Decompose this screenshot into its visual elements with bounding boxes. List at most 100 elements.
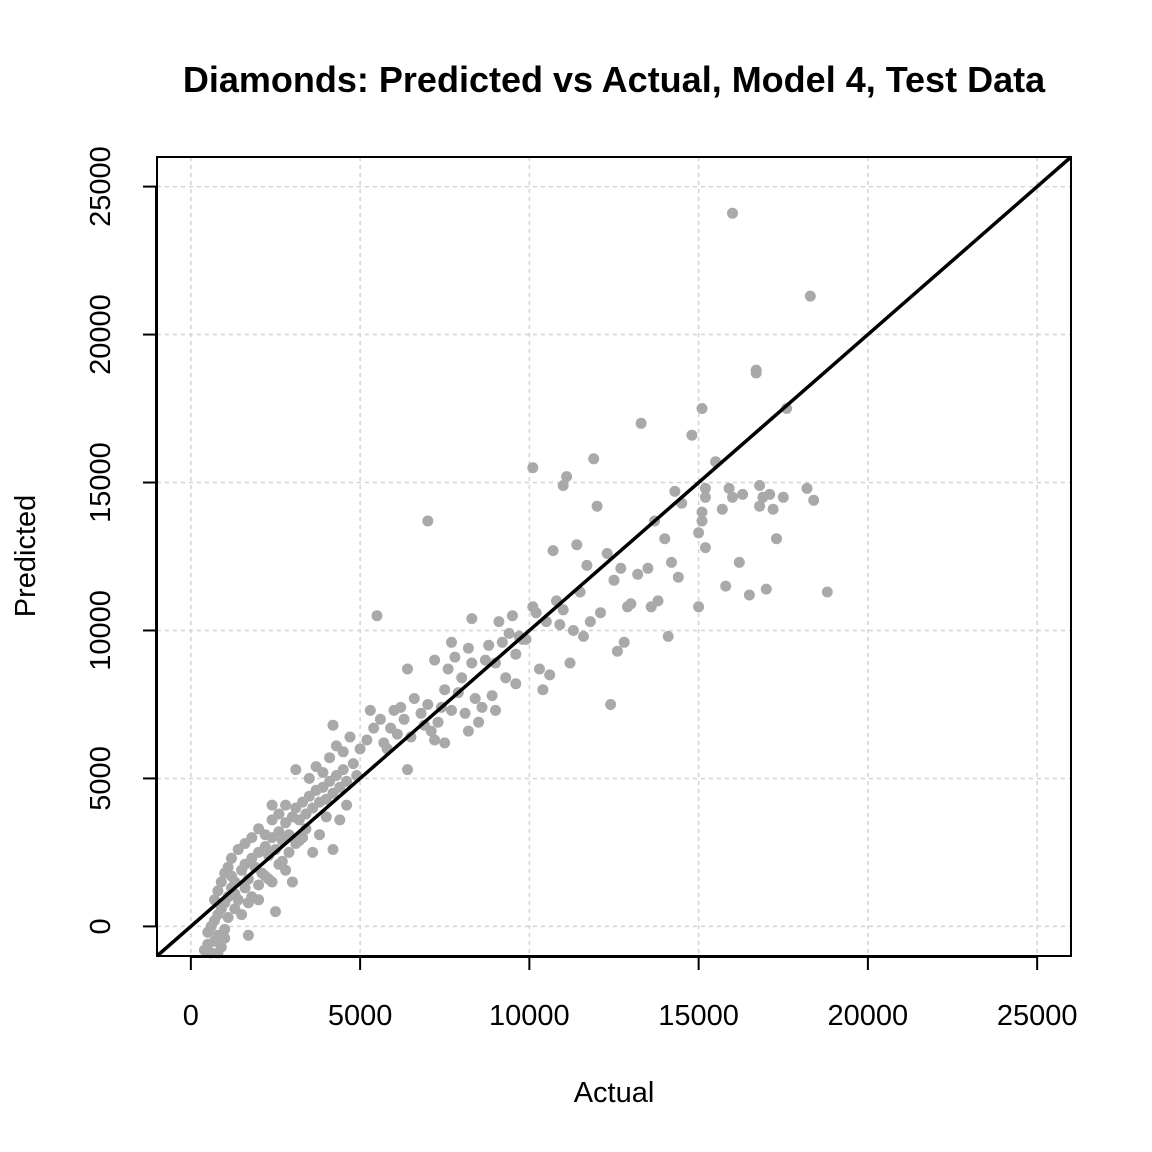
data-point [486, 690, 498, 702]
y-axis-label: Predicted [10, 495, 42, 618]
x-tick-label: 25000 [997, 1000, 1078, 1032]
x-axis: 0 5000 10000 15000 20000 25000 [183, 956, 1078, 1032]
data-point [696, 506, 708, 518]
data-point [510, 648, 522, 660]
data-point [571, 539, 583, 551]
data-point [374, 713, 386, 725]
data-point [324, 752, 336, 764]
data-point [510, 678, 522, 690]
data-point [415, 707, 427, 719]
data-point [699, 482, 711, 494]
data-point [743, 589, 755, 601]
data-point [693, 527, 705, 539]
data-point [588, 453, 600, 465]
data-point [432, 716, 444, 728]
y-axis: 0 5000 10000 15000 20000 25000 [85, 146, 157, 934]
data-point [760, 583, 772, 595]
data-point [462, 642, 474, 654]
data-point [327, 844, 339, 855]
data-point [259, 841, 271, 852]
data-point [449, 651, 461, 663]
data-point [327, 719, 339, 731]
data-point [669, 485, 681, 497]
grid [157, 157, 1071, 956]
data-point [259, 829, 271, 841]
data-point [354, 743, 366, 755]
data-point [398, 713, 410, 725]
data-point [290, 764, 302, 776]
data-point [527, 462, 539, 474]
data-point [483, 639, 495, 651]
data-point [764, 488, 776, 500]
data-point [286, 876, 298, 888]
data-point [625, 598, 637, 610]
data-point [263, 873, 275, 885]
data-point [341, 799, 353, 811]
data-point [459, 707, 471, 719]
data-point [361, 734, 373, 746]
data-point [337, 746, 349, 758]
data-point [473, 716, 485, 728]
data-point [771, 533, 782, 545]
data-point [371, 610, 383, 622]
data-point [462, 725, 474, 737]
data-point [222, 861, 234, 873]
data-point [554, 619, 566, 631]
data-point [615, 562, 627, 574]
data-point [364, 704, 376, 716]
data-point [652, 595, 664, 607]
data-point [750, 367, 762, 379]
data-point [699, 491, 711, 503]
data-point [429, 734, 441, 746]
data-point [395, 701, 407, 713]
data-point [242, 897, 254, 909]
x-axis-label: Actual [574, 1077, 655, 1109]
data-point [801, 482, 813, 494]
reference-line [155, 155, 1073, 958]
data-point [608, 574, 620, 586]
data-point [266, 799, 278, 811]
data-point [662, 630, 674, 642]
data-point [727, 491, 738, 503]
data-point [446, 636, 457, 648]
data-point [226, 852, 237, 864]
data-point [557, 604, 569, 616]
data-point [402, 663, 413, 675]
x-tick-label: 10000 [489, 1000, 570, 1032]
data-point [696, 403, 708, 414]
data-point [506, 610, 518, 622]
data-point [808, 494, 820, 506]
data-point [557, 480, 569, 491]
data-point [439, 737, 451, 749]
data-point [476, 701, 488, 713]
y-tick-label: 25000 [85, 146, 117, 227]
data-point [804, 290, 816, 302]
data-point [642, 562, 654, 574]
data-point [246, 832, 258, 844]
data-point [280, 799, 292, 811]
x-tick-label: 0 [183, 1000, 199, 1032]
data-point [672, 571, 684, 583]
data-point [334, 814, 346, 826]
data-point [270, 906, 281, 918]
data-point [777, 491, 789, 503]
data-point [429, 654, 441, 666]
data-point [696, 515, 708, 527]
data-point [601, 548, 613, 559]
data-point [754, 500, 766, 512]
data-point [408, 693, 420, 704]
data-point [469, 693, 481, 704]
data-points [198, 207, 833, 959]
y-tick-label: 10000 [85, 590, 117, 671]
data-point [442, 663, 454, 675]
data-point [723, 482, 735, 494]
data-point [537, 684, 549, 696]
x-tick-label: 5000 [328, 1000, 393, 1032]
data-point [402, 764, 413, 776]
data-point [699, 542, 711, 554]
data-point [239, 882, 251, 894]
data-point [561, 471, 573, 483]
data-point [456, 672, 468, 684]
y-tick-label: 20000 [85, 294, 117, 375]
